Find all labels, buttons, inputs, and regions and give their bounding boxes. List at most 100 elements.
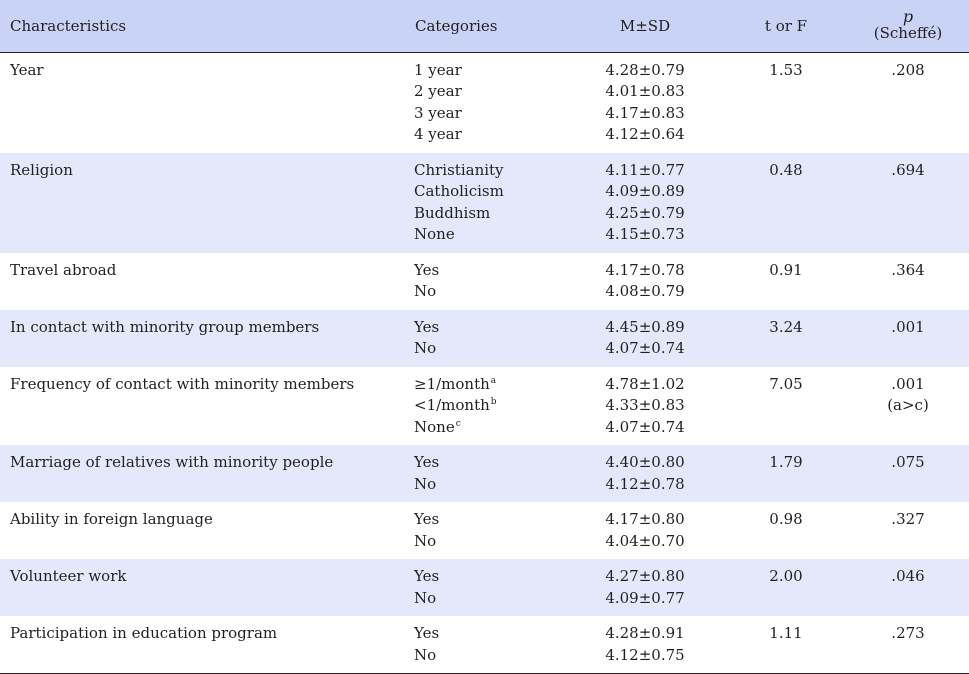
category-label: Christianity <box>414 160 504 179</box>
t-or-f-cell: 7.05 <box>769 374 803 393</box>
category-label: No <box>414 645 437 664</box>
p-value: .327 <box>891 510 925 528</box>
categories-cell: Yes No <box>405 253 565 310</box>
category-item: No <box>414 281 555 303</box>
msd-value: 4.01±0.83 <box>605 82 685 100</box>
msd-cell: 4.45±0.89 4.07±0.74 <box>565 310 725 367</box>
msd-value: 4.07±0.74 <box>605 339 685 357</box>
msd-cell: 4.11±0.77 4.09±0.89 4.25±0.79 4.15±0.73 <box>565 153 725 253</box>
category-footnote-mark: c <box>455 418 461 429</box>
characteristic-cell: Frequency of contact with minority membe… <box>10 374 355 393</box>
table-row: Ability in foreign language Yes No 4.17±0.8… <box>0 502 969 559</box>
category-item: No <box>414 338 555 360</box>
characteristic-cell: Volunteer work <box>10 567 127 585</box>
categories-cell: Christianity Catholicism Buddhism None <box>405 153 565 253</box>
table-row: Volunteer work Yes No 4.27±0.80 4.09±0.77 2.0… <box>0 559 969 616</box>
categories-cell: 1 year 2 year 3 year 4 year <box>405 52 565 153</box>
category-item: Christianity <box>414 160 555 182</box>
p-value: .001 <box>891 317 925 336</box>
p-value: .273 <box>891 624 925 642</box>
categories-cell: ≥1/montha <1/monthb Nonec <box>405 367 565 446</box>
category-item: No <box>414 645 555 667</box>
category-item: Yes <box>414 452 555 474</box>
msd-value: 4.17±0.78 <box>605 260 685 279</box>
table-row: Religion Christianity Catholicism Buddhism N… <box>0 152 969 253</box>
category-item: Yes <box>414 317 555 339</box>
characteristic-cell: Travel abroad <box>10 260 117 279</box>
msd-value: 4.27±0.80 <box>605 567 685 585</box>
msd-value: 4.78±1.02 <box>605 374 685 393</box>
category-item: <1/monthb <box>414 395 555 417</box>
characteristic-cell: Participation in education program <box>10 624 278 642</box>
t-or-f-cell: 1.53 <box>769 60 803 79</box>
t-or-f-cell: 1.79 <box>769 453 803 471</box>
p-cell: .001 <box>847 310 969 367</box>
msd-value: 4.11±0.77 <box>605 160 685 179</box>
category-item: Yes <box>414 509 555 531</box>
header-p-method: (Scheffé) <box>873 24 943 43</box>
category-item: Yes <box>414 260 555 282</box>
categories-cell: Yes No <box>405 559 565 616</box>
categories-cell: Yes No <box>405 616 565 674</box>
header-characteristics: Characteristics <box>0 0 405 53</box>
category-item: No <box>414 474 555 496</box>
characteristic-cell: Ability in foreign language <box>10 510 213 528</box>
table-row: Year 1 year 2 year 3 year 4 year 4.28±0.79 4.0… <box>0 52 969 153</box>
msd-value: 4.15±0.73 <box>605 225 685 243</box>
header-msd: M±SD <box>565 0 725 53</box>
category-label: Buddhism <box>414 203 491 222</box>
category-footnote-mark: b <box>490 397 497 407</box>
p-cell: .208 <box>847 52 969 153</box>
msd-value: 4.09±0.77 <box>605 588 685 607</box>
msd-cell: 4.17±0.80 4.04±0.70 <box>565 502 725 559</box>
t-or-f-cell: 0.98 <box>769 510 803 528</box>
header-row: Characteristics Categories M±SD t or F p… <box>0 0 969 53</box>
table-row: In contact with minority group members Ye… <box>0 309 969 367</box>
p-cell: .364 <box>847 253 969 310</box>
category-label: 1 year <box>414 60 462 79</box>
category-item: Yes <box>414 566 555 588</box>
category-item: Buddhism <box>414 203 555 225</box>
category-label: Yes <box>414 624 440 642</box>
category-item: 1 year <box>414 60 555 82</box>
msd-cell: 4.17±0.78 4.08±0.79 <box>565 253 725 310</box>
category-label: No <box>414 531 437 550</box>
p-value: .046 <box>891 567 925 585</box>
p-value: .364 <box>891 260 925 279</box>
table-row: Participation in education program Yes No 4… <box>0 616 969 674</box>
header-p-symbol: p <box>902 7 914 27</box>
scheffe-note: (a>c) <box>887 396 929 414</box>
category-label: None <box>414 225 455 243</box>
category-item: 2 year <box>414 81 555 103</box>
p-cell: .327 <box>847 502 969 559</box>
msd-value: 4.09±0.89 <box>605 182 685 200</box>
characteristic-cell: Religion <box>10 160 73 179</box>
msd-value: 4.17±0.80 <box>605 510 685 528</box>
category-item: Catholicism <box>414 181 555 203</box>
category-label: No <box>414 588 437 607</box>
category-label: None <box>414 417 455 436</box>
category-label: 2 year <box>414 82 462 100</box>
categories-cell: Yes No <box>405 502 565 559</box>
msd-value: 4.12±0.64 <box>605 125 685 143</box>
p-cell: .694 <box>847 153 969 253</box>
msd-cell: 4.28±0.91 4.12±0.75 <box>565 616 725 674</box>
table-row: Travel abroad Yes No 4.17±0.78 4.08±0.79 0.91… <box>0 253 969 310</box>
category-label: No <box>414 474 437 493</box>
msd-cell: 4.40±0.80 4.12±0.78 <box>565 445 725 502</box>
category-label: 4 year <box>414 125 462 143</box>
category-label: Yes <box>414 453 440 471</box>
category-item: None <box>414 224 555 246</box>
msd-cell: 4.28±0.79 4.01±0.83 4.17±0.83 4.12±0.64 <box>565 52 725 153</box>
p-cell: .075 <box>847 445 969 502</box>
category-item: ≥1/montha <box>414 374 555 396</box>
msd-value: 4.28±0.79 <box>605 60 685 79</box>
category-item: No <box>414 588 555 610</box>
p-cell: .046 <box>847 559 969 616</box>
msd-value: 4.04±0.70 <box>605 531 685 550</box>
p-cell: .001 (a>c) <box>847 367 969 446</box>
t-or-f-cell: 2.00 <box>769 567 803 585</box>
msd-cell: 4.78±1.02 4.33±0.83 4.07±0.74 <box>565 367 725 446</box>
category-footnote-mark: a <box>490 375 497 386</box>
